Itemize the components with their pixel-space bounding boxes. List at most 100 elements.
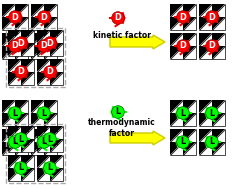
Polygon shape <box>15 129 28 142</box>
Polygon shape <box>15 33 28 46</box>
Text: L: L <box>41 138 46 146</box>
Polygon shape <box>2 129 15 142</box>
Polygon shape <box>182 33 195 46</box>
Text: D: D <box>208 12 214 22</box>
Polygon shape <box>169 113 182 126</box>
Polygon shape <box>2 33 15 46</box>
Text: thermodynamic
factor: thermodynamic factor <box>88 118 155 138</box>
Polygon shape <box>211 113 224 126</box>
Polygon shape <box>15 129 28 142</box>
Text: D: D <box>18 39 24 47</box>
Polygon shape <box>37 126 50 139</box>
Circle shape <box>205 107 217 119</box>
Polygon shape <box>198 113 211 126</box>
Polygon shape <box>169 142 182 155</box>
Polygon shape <box>31 17 44 30</box>
Circle shape <box>44 133 56 145</box>
Circle shape <box>38 107 50 119</box>
Text: L: L <box>180 138 185 146</box>
Polygon shape <box>21 168 34 181</box>
Polygon shape <box>50 126 63 139</box>
Polygon shape <box>8 139 21 152</box>
Circle shape <box>44 162 56 174</box>
Polygon shape <box>15 142 28 155</box>
Polygon shape <box>8 43 21 56</box>
Polygon shape <box>182 129 195 142</box>
Polygon shape <box>21 59 34 72</box>
Polygon shape <box>31 113 44 126</box>
Polygon shape <box>37 155 50 168</box>
Polygon shape <box>182 17 195 30</box>
Polygon shape <box>198 4 211 17</box>
Polygon shape <box>182 4 195 17</box>
Polygon shape <box>182 142 195 155</box>
Polygon shape <box>50 43 63 56</box>
Polygon shape <box>8 72 21 85</box>
Polygon shape <box>198 17 211 30</box>
Polygon shape <box>31 100 44 113</box>
Polygon shape <box>50 30 63 43</box>
Polygon shape <box>198 100 211 113</box>
Polygon shape <box>169 4 182 17</box>
Circle shape <box>176 107 188 119</box>
Circle shape <box>205 136 217 148</box>
Polygon shape <box>15 33 28 46</box>
Polygon shape <box>21 43 34 56</box>
Polygon shape <box>15 113 28 126</box>
Polygon shape <box>44 17 57 30</box>
Polygon shape <box>198 129 211 142</box>
FancyArrow shape <box>110 35 164 49</box>
Polygon shape <box>8 126 21 139</box>
Polygon shape <box>182 129 195 142</box>
Polygon shape <box>50 30 63 43</box>
Polygon shape <box>211 4 224 17</box>
Circle shape <box>9 136 21 148</box>
Circle shape <box>44 37 56 49</box>
Polygon shape <box>50 139 63 152</box>
Polygon shape <box>198 46 211 59</box>
Polygon shape <box>211 4 224 17</box>
Polygon shape <box>31 4 44 17</box>
Text: L: L <box>18 163 23 173</box>
Polygon shape <box>44 46 57 59</box>
Polygon shape <box>50 168 63 181</box>
Polygon shape <box>2 113 15 126</box>
Text: D: D <box>46 39 53 47</box>
Polygon shape <box>211 100 224 113</box>
Text: L: L <box>12 138 17 146</box>
Polygon shape <box>182 142 195 155</box>
Polygon shape <box>198 100 211 113</box>
Polygon shape <box>169 46 182 59</box>
Polygon shape <box>15 46 28 59</box>
Polygon shape <box>21 139 34 152</box>
Polygon shape <box>44 100 57 113</box>
Polygon shape <box>50 139 63 152</box>
Text: D: D <box>41 12 47 22</box>
Circle shape <box>15 37 27 49</box>
Polygon shape <box>44 33 57 46</box>
Polygon shape <box>211 33 224 46</box>
Polygon shape <box>37 168 50 181</box>
Polygon shape <box>44 129 57 142</box>
Polygon shape <box>44 113 57 126</box>
Polygon shape <box>182 100 195 113</box>
Polygon shape <box>31 33 44 46</box>
Polygon shape <box>44 46 57 59</box>
Polygon shape <box>44 142 57 155</box>
Circle shape <box>38 136 50 148</box>
Polygon shape <box>50 43 63 56</box>
Polygon shape <box>21 126 34 139</box>
Polygon shape <box>37 155 50 168</box>
Polygon shape <box>2 100 15 113</box>
Polygon shape <box>211 46 224 59</box>
Polygon shape <box>44 113 57 126</box>
Polygon shape <box>8 30 21 43</box>
Polygon shape <box>2 46 15 59</box>
Polygon shape <box>8 72 21 85</box>
Polygon shape <box>198 46 211 59</box>
Polygon shape <box>21 168 34 181</box>
Polygon shape <box>211 142 224 155</box>
Polygon shape <box>21 139 34 152</box>
Polygon shape <box>21 30 34 43</box>
Polygon shape <box>37 139 50 152</box>
